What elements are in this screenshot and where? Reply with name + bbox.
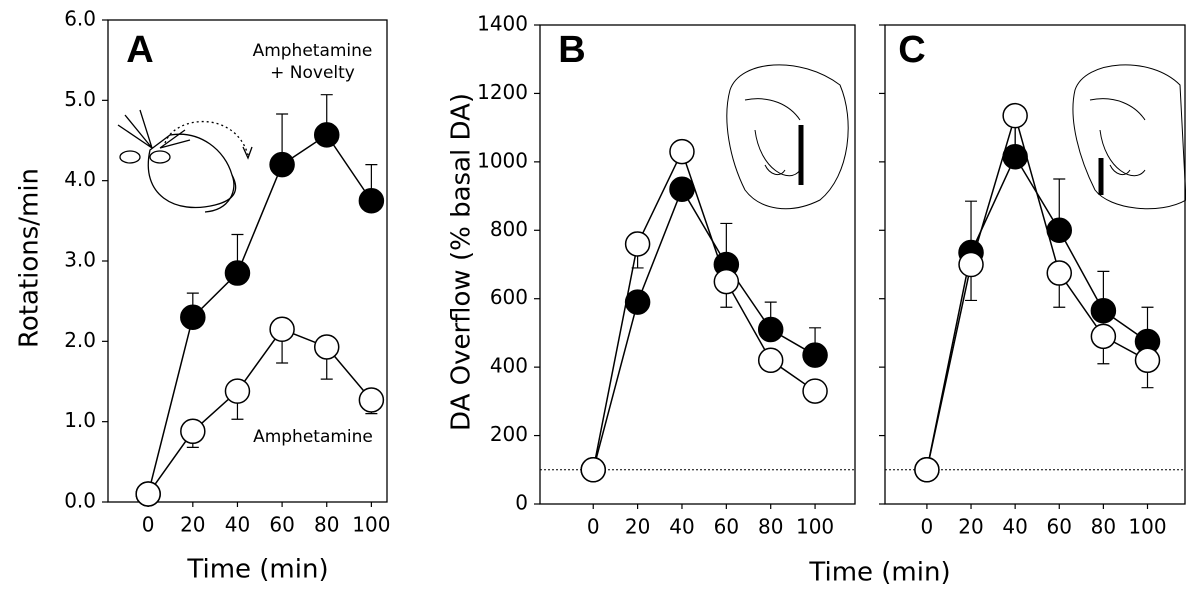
x-tick-label: 60 xyxy=(714,515,739,539)
y-tick-label: 2.0 xyxy=(64,328,96,352)
x-tick-label: 60 xyxy=(269,513,294,537)
y-tick-label: 1200 xyxy=(477,80,528,104)
marker xyxy=(358,387,385,413)
marker xyxy=(1090,297,1117,324)
x-axis-label: Time (min) xyxy=(186,555,328,585)
marker xyxy=(624,231,651,257)
series-line xyxy=(147,328,372,495)
y-tick-label: 600 xyxy=(490,285,528,309)
y-tick-label: 1.0 xyxy=(64,408,96,432)
marker xyxy=(580,457,606,483)
plot-frame xyxy=(539,24,856,505)
y-tick-label: 1400 xyxy=(477,12,528,36)
series-annotation: Amphetamine xyxy=(253,427,373,447)
panel-label: C xyxy=(898,29,925,71)
marker xyxy=(669,176,695,202)
panel-label: B xyxy=(558,29,585,71)
x-tick-label: 0 xyxy=(921,515,934,539)
marker xyxy=(624,289,651,315)
series-line xyxy=(926,112,1148,470)
y-tick-label: 6.0 xyxy=(64,7,96,31)
marker xyxy=(757,316,784,343)
x-tick-label: 80 xyxy=(1091,515,1116,539)
marker xyxy=(1002,102,1028,129)
x-tick-label: 40 xyxy=(1002,515,1027,539)
marker xyxy=(313,334,340,360)
y-axis-label: DA Overflow (% basal DA) xyxy=(447,93,477,431)
marker xyxy=(269,316,295,343)
series-line xyxy=(592,149,816,470)
marker xyxy=(757,347,784,374)
y-tick-label: 800 xyxy=(490,217,528,241)
marker xyxy=(669,138,695,165)
marker xyxy=(313,122,340,148)
x-tick-label: 80 xyxy=(314,513,339,537)
x-tick-label: 20 xyxy=(625,515,650,539)
marker xyxy=(358,188,385,214)
x-axis-label: Time (min) xyxy=(808,558,950,588)
marker xyxy=(1002,143,1028,170)
x-tick-label: 40 xyxy=(225,513,250,537)
y-tick-label: 5.0 xyxy=(64,87,96,111)
brain-inset-b xyxy=(726,64,849,210)
x-tick-label: 0 xyxy=(587,515,600,539)
marker xyxy=(269,151,295,178)
x-tick-label: 40 xyxy=(669,515,694,539)
marker xyxy=(180,418,206,445)
x-tick-label: 60 xyxy=(1047,515,1072,539)
marker xyxy=(1090,323,1117,350)
marker xyxy=(1046,217,1073,244)
brain-inset-c xyxy=(1072,64,1186,210)
y-tick-label: 3.0 xyxy=(64,248,96,272)
x-tick-label: 20 xyxy=(958,515,983,539)
series-annotation: Amphetamine + Novelty xyxy=(252,41,373,83)
marker xyxy=(713,268,740,295)
y-tick-label: 400 xyxy=(490,354,528,378)
marker xyxy=(1134,347,1161,374)
rat-inset xyxy=(117,109,253,213)
y-tick-label: 1000 xyxy=(477,148,528,172)
x-tick-label: 0 xyxy=(142,513,155,537)
y-axis-label: Rotations/min xyxy=(15,168,45,348)
marker xyxy=(802,342,828,368)
marker xyxy=(135,481,161,507)
y-tick-label: 4.0 xyxy=(64,167,96,191)
x-tick-label: 20 xyxy=(180,513,205,537)
marker xyxy=(958,251,984,278)
series-line xyxy=(147,133,372,495)
marker xyxy=(180,304,206,330)
marker xyxy=(224,260,251,286)
panel-label: A xyxy=(126,29,153,71)
x-tick-label: 100 xyxy=(1128,515,1166,539)
y-tick-label: 0 xyxy=(515,491,528,515)
y-tick-label: 200 xyxy=(490,422,528,446)
y-tick-label: 0.0 xyxy=(64,489,96,513)
x-tick-label: 100 xyxy=(796,515,834,539)
marker xyxy=(914,457,940,483)
x-tick-label: 80 xyxy=(758,515,783,539)
marker xyxy=(224,378,251,404)
marker xyxy=(1046,260,1073,286)
x-tick-label: 100 xyxy=(352,513,390,537)
plot-frame xyxy=(884,24,1186,505)
marker xyxy=(802,378,828,404)
